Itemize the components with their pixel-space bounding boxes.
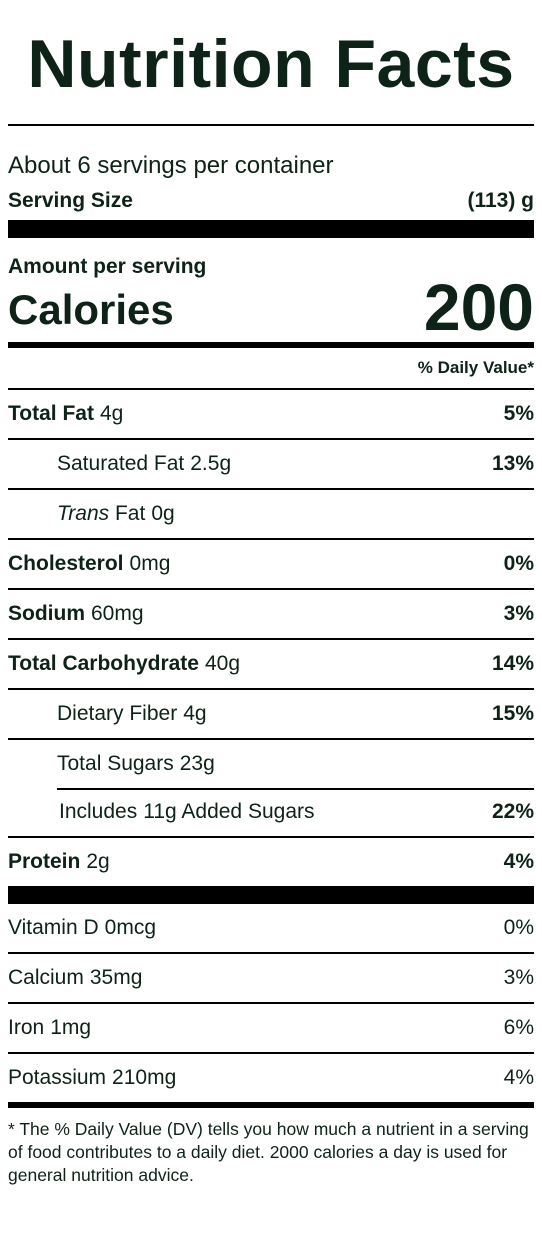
nutrient-amount: 0mg [129, 552, 171, 575]
nutrient-amount: 11g [143, 800, 177, 823]
vitamin-amount: 210mg [112, 1066, 177, 1089]
vitamin-row-vitamin-d: Vitamin D 0mcg 0% [8, 904, 534, 954]
calories-value: 200 [423, 270, 534, 344]
nutrient-row-trans-fat: Trans Fat 0g [8, 490, 534, 540]
nutrient-row-protein: Protein 2g 4% [8, 838, 534, 886]
medium-divider [8, 1102, 534, 1108]
nutrient-dv: 4% [503, 850, 534, 873]
nutrient-amount: 40g [204, 652, 241, 675]
nutrient-prefix: Includes [59, 800, 138, 823]
vitamin-name: Potassium [8, 1066, 107, 1089]
nutrient-amount: 60mg [91, 602, 144, 625]
nutrient-name: Fat [114, 502, 146, 525]
nutrient-name: Dietary Fiber [57, 702, 178, 725]
nutrient-name: Sodium [8, 602, 85, 625]
nutrient-row-added-sugars: Includes 11g Added Sugars 22% [8, 788, 534, 838]
nutrient-name: Total Sugars [57, 752, 174, 775]
nutrient-amount: 4g [183, 702, 207, 725]
vitamin-row-iron: Iron 1mg 6% [8, 1004, 534, 1054]
servings-per-container: About 6 servings per container [8, 152, 334, 179]
nutrient-name: Total Fat [8, 402, 94, 425]
vitamin-name: Iron [8, 1016, 45, 1039]
nutrient-dv: 22% [491, 800, 534, 823]
nutrient-row-total-sugars: Total Sugars 23g [8, 740, 534, 790]
vitamin-amount: 35mg [89, 966, 143, 989]
nutrient-name: Cholesterol [8, 552, 124, 575]
nutrient-name: Added Sugars [181, 800, 315, 823]
thick-divider [8, 220, 534, 238]
daily-value-header: % Daily Value* [8, 348, 534, 390]
vitamin-row-calcium: Calcium 35mg 3% [8, 954, 534, 1004]
calories-label: Calories [8, 286, 174, 333]
thick-divider [8, 886, 534, 904]
vitamin-name: Vitamin D [8, 916, 99, 939]
nutrient-row-total-carbohydrate: Total Carbohydrate 40g 14% [8, 640, 534, 690]
nutrient-row-sodium: Sodium 60mg 3% [8, 590, 534, 640]
nutrient-dv: 14% [491, 652, 534, 675]
nutrient-row-saturated-fat: Saturated Fat 2.5g 13% [8, 440, 534, 490]
nutrient-name: Protein [8, 850, 81, 873]
nutrient-dv: 15% [491, 702, 534, 725]
nutrient-amount: 4g [99, 402, 124, 425]
nutrient-amount: 2g [86, 850, 110, 873]
serving-size-label: Serving Size [8, 189, 133, 212]
nutrient-dv: 5% [503, 402, 534, 425]
vitamin-amount: 0mcg [104, 916, 157, 939]
vitamin-dv: 4% [503, 1066, 534, 1089]
nutrient-dv: 3% [503, 602, 534, 625]
nutrient-name: Total Carbohydrate [8, 652, 199, 675]
nutrient-row-total-fat: Total Fat 4g 5% [8, 390, 534, 440]
vitamin-dv: 0% [503, 916, 534, 939]
medium-divider [8, 342, 534, 348]
nutrient-amount: 0g [151, 502, 175, 525]
serving-size-value: (113) g [467, 189, 534, 212]
nutrient-name-italic: Trans [57, 502, 110, 525]
serving-size-row: Serving Size (113) g [8, 188, 534, 220]
nutrient-amount: 2.5g [190, 452, 232, 475]
divider [8, 124, 534, 126]
nutrient-row-cholesterol: Cholesterol 0mg 0% [8, 540, 534, 590]
nutrient-row-dietary-fiber: Dietary Fiber 4g 15% [8, 690, 534, 740]
vitamin-dv: 3% [503, 966, 534, 989]
vitamin-row-potassium: Potassium 210mg 4% [8, 1054, 534, 1102]
vitamin-dv: 6% [503, 1016, 534, 1039]
vitamin-name: Calcium [8, 966, 84, 989]
nutrient-dv: 13% [491, 452, 534, 475]
footnote: * The % Daily Value (DV) tells you how m… [8, 1119, 529, 1185]
nutrient-name: Saturated Fat [57, 452, 185, 475]
nutrient-dv: 0% [503, 552, 534, 575]
label-title: Nutrition Facts [27, 26, 515, 102]
amount-per-serving: Amount per serving [8, 255, 207, 278]
nutrient-amount: 23g [179, 752, 215, 775]
calories-row: Calories 200 [8, 270, 534, 342]
vitamin-amount: 1mg [50, 1016, 92, 1039]
